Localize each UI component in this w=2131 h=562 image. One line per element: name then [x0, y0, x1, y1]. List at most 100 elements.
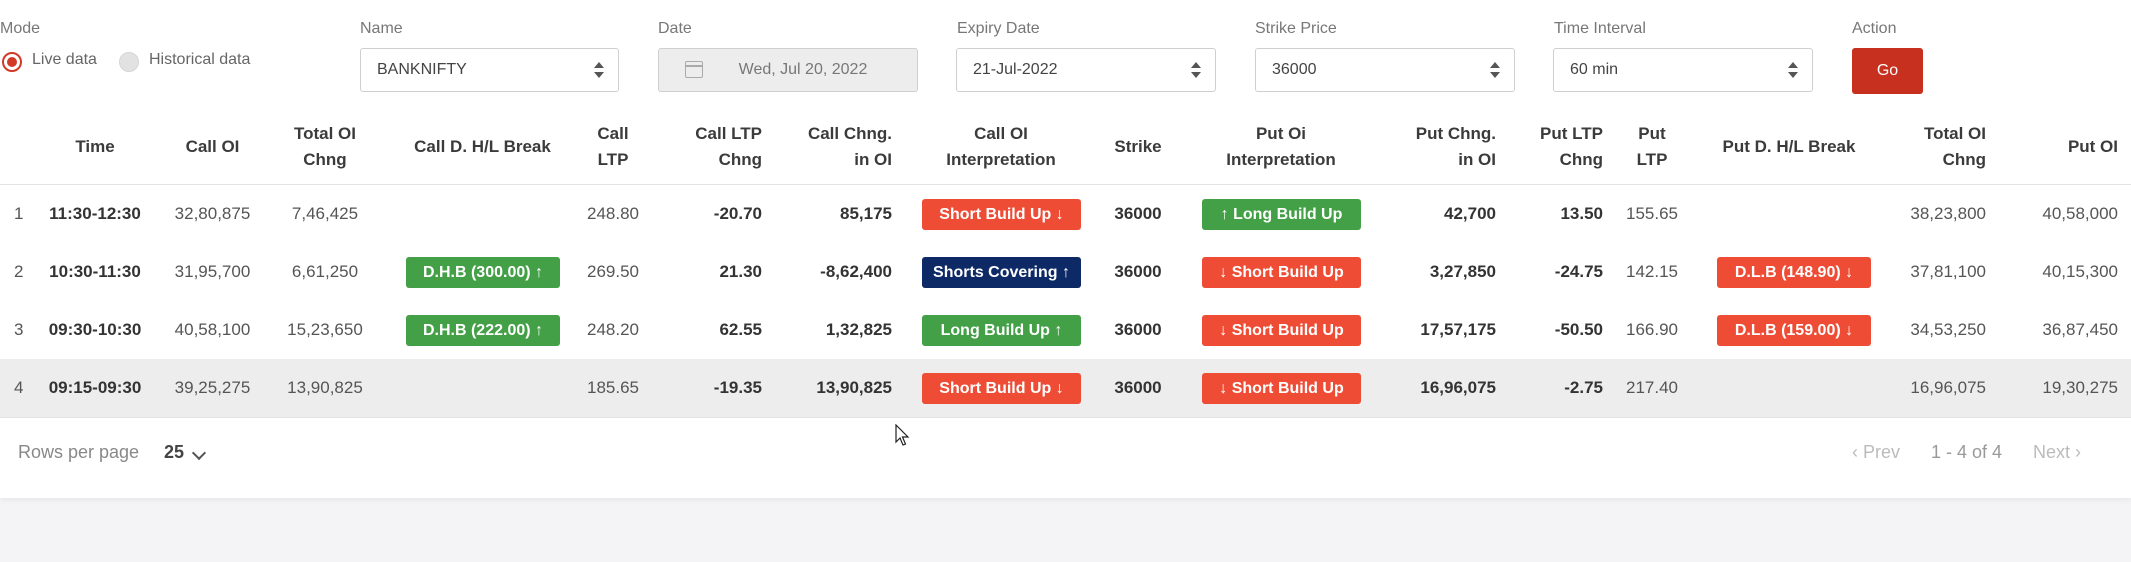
cell-call-ltp-chng: 21.30	[719, 262, 762, 281]
time-interval-select[interactable]: 60 min	[1553, 48, 1813, 92]
column-header-call-ltp: Call LTP	[568, 110, 658, 184]
date-label: Date	[658, 20, 692, 37]
name-select[interactable]: BANKNIFTY	[360, 48, 619, 92]
date-value: Wed, Jul 20, 2022	[738, 61, 868, 78]
cell-call-chng-oi: 13,90,825	[816, 378, 892, 397]
calendar-icon	[685, 61, 703, 78]
cell-put-ltp-chng: -24.75	[1554, 262, 1603, 281]
cell-total-oi-chng: 6,61,250	[291, 262, 359, 281]
column-header-text: Strike	[1114, 137, 1162, 156]
radio-historical-data[interactable]	[119, 52, 139, 72]
cell-call-oi: 39,25,275	[174, 378, 251, 397]
table-row: 2 10:30-11:30 31,95,700 6,61,250 D.H.B (300.…	[0, 243, 2131, 302]
column-header-text: Call Chng. in OI	[807, 124, 892, 169]
table-row: 3 09:30-10:30 40,58,100 15,23,650 D.H.B (222…	[0, 301, 2131, 360]
mouse-cursor-icon	[895, 424, 910, 446]
cell-call-ltp: 248.20	[587, 320, 639, 339]
next-button[interactable]: Next ›	[2033, 442, 2081, 463]
action-label: Action	[1852, 20, 1897, 37]
cell-strike: 36000	[1114, 378, 1162, 397]
cell-put-ltp: 155.65	[1626, 204, 1678, 223]
page-range: 1 - 4 of 4	[1931, 442, 2003, 462]
cell-call-ltp-chng: -20.70	[713, 204, 762, 223]
sort-arrows-icon	[594, 62, 604, 78]
cell-put-oi: 19,30,275	[2042, 378, 2118, 397]
column-header-put-chng-oi: Put Chng. in OI	[1380, 110, 1496, 184]
sort-arrows-icon	[1490, 62, 1500, 78]
cell-put-ltp: 142.15	[1626, 262, 1678, 281]
column-header-call-oi: Call OI	[160, 110, 265, 184]
prev-button[interactable]: ‹ Prev	[1852, 442, 1900, 463]
cell-total-oi-chng: 13,90,825	[287, 378, 363, 397]
rows-per-page-label: Rows per page	[18, 442, 140, 462]
next-label: Next	[2033, 442, 2071, 462]
cell-num: 4	[14, 378, 24, 397]
cell-put-ltp-chng: 13.50	[1560, 204, 1603, 223]
call-interp-badge: Long Build Up ↑	[922, 315, 1081, 346]
cell-num: 3	[14, 320, 24, 339]
cell-num: 1	[14, 204, 24, 223]
cell-time: 10:30-11:30	[49, 262, 141, 281]
sort-arrows-icon	[1191, 62, 1201, 78]
prev-label: Prev	[1863, 442, 1901, 462]
strike-price-label: Strike Price	[1255, 20, 1337, 37]
table-row: 4 09:15-09:30 39,25,275 13,90,825 185.65 -19.…	[0, 359, 2131, 418]
strike-price-value: 36000	[1272, 61, 1317, 78]
cell-put-total-oi-chng: 34,53,250	[1910, 320, 1986, 339]
column-header-text: Put Chng. in OI	[1415, 124, 1496, 169]
column-header-text: Put LTP	[1636, 124, 1668, 169]
column-header-put-break: Put D. H/L Break	[1705, 110, 1873, 184]
column-header-text: Call OI	[185, 137, 240, 156]
radio-live-data-label[interactable]: Live data	[32, 51, 97, 68]
column-header-text: Put Oi Interpretation	[1226, 124, 1336, 169]
name-select-value: BANKNIFTY	[377, 61, 467, 78]
cell-call-ltp-chng: -19.35	[713, 378, 762, 397]
cell-put-chng-oi: 17,57,175	[1420, 320, 1496, 339]
column-header-text: Call OI Interpretation	[946, 124, 1056, 169]
expiry-date-select[interactable]: 21-Jul-2022	[956, 48, 1216, 92]
cell-call-ltp: 248.80	[587, 204, 639, 223]
call-interp-badge: Short Build Up ↓	[922, 199, 1081, 230]
column-header-text: Call LTP	[597, 124, 629, 169]
column-header-call-ltp-chng: Call LTP Chng	[660, 110, 762, 184]
cell-time: 09:15-09:30	[48, 378, 142, 397]
cell-put-chng-oi: 16,96,075	[1420, 378, 1496, 397]
column-header-text: Time	[75, 137, 115, 156]
call-interp-badge: Short Build Up ↓	[922, 373, 1081, 404]
column-header-text: Total OI Chng	[1923, 124, 1986, 169]
table-header: Time Call OI Total OI Chng Call D. H/L Brea…	[0, 110, 2131, 185]
column-header-time: Time	[40, 110, 150, 184]
cell-time: 09:30-10:30	[48, 320, 142, 339]
column-header-put-oi: Put OI	[1996, 110, 2118, 184]
strike-price-select[interactable]: 36000	[1255, 48, 1515, 92]
cell-call-oi: 32,80,875	[174, 204, 251, 223]
rows-per-page-select[interactable]: 25	[164, 442, 185, 462]
call-break-badge: D.H.B (300.00) ↑	[406, 257, 560, 288]
column-header-text: Put LTP Chng	[1540, 124, 1603, 169]
filter-bar: Mode Live data Historical data Name BANK…	[0, 0, 2131, 110]
cell-call-chng-oi: -8,62,400	[820, 262, 892, 281]
date-picker[interactable]: Wed, Jul 20, 2022	[658, 48, 918, 92]
cell-put-oi: 40,15,300	[2042, 262, 2118, 281]
chevron-down-icon[interactable]	[191, 445, 207, 461]
time-interval-value: 60 min	[1570, 61, 1619, 78]
column-header-put-ltp-chng: Put LTP Chng	[1505, 110, 1603, 184]
call-break-badge: D.H.B (222.00) ↑	[406, 315, 560, 346]
mode-label: Mode	[0, 20, 41, 37]
name-label: Name	[360, 20, 403, 37]
put-interp-badge: ↓ Short Build Up	[1202, 315, 1361, 346]
column-header-call-break: Call D. H/L Break	[395, 110, 570, 184]
cell-call-chng-oi: 85,175	[840, 204, 892, 223]
cell-put-total-oi-chng: 38,23,800	[1910, 204, 1986, 223]
column-header-put-total-oi-chng: Total OI Chng	[1886, 110, 1986, 184]
cell-call-ltp-chng: 62.55	[719, 320, 762, 339]
cell-put-oi: 36,87,450	[2042, 320, 2118, 339]
radio-live-data[interactable]	[2, 52, 22, 72]
radio-historical-data-label[interactable]: Historical data	[149, 51, 251, 68]
chevron-right-icon: ›	[2070, 442, 2082, 462]
cell-call-ltp: 185.65	[587, 378, 639, 397]
go-button[interactable]: Go	[1852, 48, 1923, 94]
option-chain-card: Mode Live data Historical data Name BANK…	[0, 0, 2131, 498]
put-interp-badge: ↑ Long Build Up	[1202, 199, 1361, 230]
column-header-put-interp: Put Oi Interpretation	[1195, 110, 1367, 184]
